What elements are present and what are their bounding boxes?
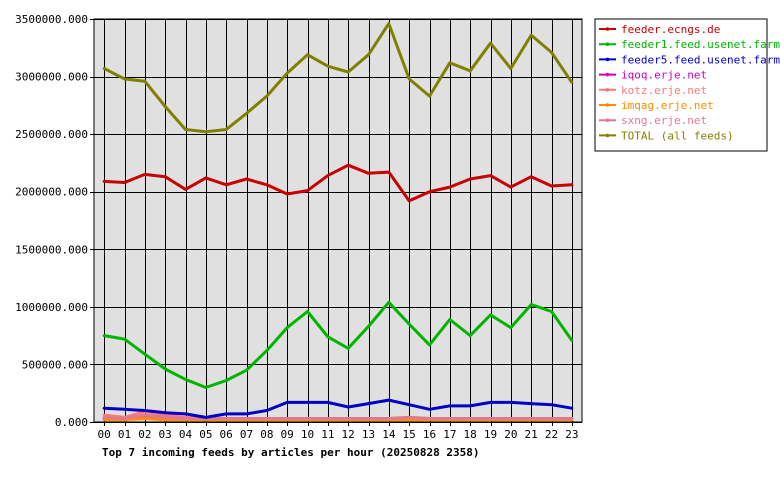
- legend-label: sxng.erje.net: [621, 114, 707, 127]
- plot-area: [94, 19, 582, 422]
- x-tick-label: 00: [98, 428, 111, 441]
- y-tick-label: 1000000.000: [15, 301, 88, 314]
- y-tick-label: 500000.000: [22, 358, 88, 371]
- legend: feeder.ecngs.de feeder1.feed.usenet.farm f…: [594, 18, 780, 152]
- x-tick-label: 09: [281, 428, 294, 441]
- legend-marker: [605, 88, 610, 92]
- series-line: [102, 163, 574, 203]
- y-tick-label: 3000000.000: [15, 71, 88, 84]
- x-tick-label: 10: [301, 428, 314, 441]
- series-lines: [102, 22, 574, 422]
- x-tick-label: 14: [382, 428, 396, 441]
- x-tick-label: 22: [545, 428, 558, 441]
- legend-label: imqag.erje.net: [621, 99, 714, 112]
- series-line: [102, 22, 574, 134]
- legend-label: kotz.erje.net: [621, 84, 707, 97]
- y-tick-label: 2500000.000: [15, 128, 88, 141]
- x-tick-label: 21: [525, 428, 538, 441]
- x-tick-label: 04: [179, 428, 193, 441]
- y-axis: 0.000 500000.000 1000000.000 1500000.000 200…: [15, 13, 94, 429]
- x-tick-label: 20: [504, 428, 517, 441]
- x-tick-label: 05: [199, 428, 212, 441]
- x-axis: 00 01 02 03 04 05 06 07 08 09 10 11 12 13 14 15 16 17 18 19…: [98, 422, 578, 441]
- x-tick-label: 06: [220, 428, 233, 441]
- series-line: [102, 413, 574, 420]
- series-line: [102, 398, 574, 419]
- series-line: [102, 300, 574, 389]
- plot-border: [93, 18, 583, 423]
- x-tick-label: 03: [159, 428, 172, 441]
- legend-marker: [605, 118, 610, 122]
- x-tick-label: 07: [240, 428, 253, 441]
- x-tick-label: 13: [362, 428, 375, 441]
- legend-label: iqoq.erje.net: [621, 69, 707, 82]
- legend-marker: [605, 103, 610, 107]
- legend-marker: [605, 133, 610, 138]
- x-tick-label: 19: [484, 428, 497, 441]
- x-tick-label: 02: [138, 428, 151, 441]
- legend-label: feeder.ecngs.de: [621, 23, 720, 36]
- y-tick-label: 3500000.000: [15, 13, 88, 26]
- x-tick-label: 16: [423, 428, 436, 441]
- x-tick-label: 12: [342, 428, 355, 441]
- y-tick-label: 1500000.000: [15, 243, 88, 256]
- x-tick-label: 08: [260, 428, 273, 441]
- y-tick-label: 2000000.000: [15, 186, 88, 199]
- legend-label: feeder5.feed.usenet.farm: [621, 53, 780, 66]
- x-tick-label: 11: [321, 428, 334, 441]
- chart-title: Top 7 incoming feeds by articles per hou…: [102, 446, 480, 459]
- legend-marker: [605, 72, 610, 77]
- x-tick-label: 17: [443, 428, 456, 441]
- legend-marker: [605, 57, 610, 62]
- y-tick-label: 0.000: [55, 416, 88, 429]
- legend-label: feeder1.feed.usenet.farm: [621, 38, 780, 51]
- legend-label: TOTAL (all feeds): [621, 129, 734, 142]
- x-tick-label: 01: [118, 428, 131, 441]
- x-tick-label: 15: [403, 428, 416, 441]
- legend-marker: [605, 42, 610, 46]
- legend-marker: [605, 27, 610, 31]
- x-tick-label: 18: [464, 428, 477, 441]
- legend-box: [594, 18, 768, 152]
- x-tick-label: 23: [565, 428, 578, 441]
